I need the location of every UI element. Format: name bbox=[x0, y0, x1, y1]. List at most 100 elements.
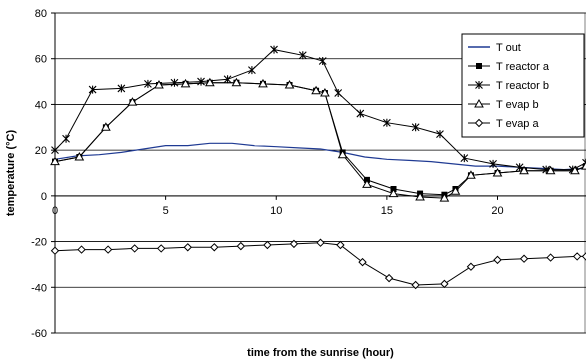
data-point bbox=[101, 122, 111, 131]
data-point bbox=[382, 118, 391, 127]
y-tick-label: 60 bbox=[35, 54, 47, 66]
data-point bbox=[546, 253, 555, 262]
legend-entry: T out bbox=[468, 42, 521, 54]
data-point bbox=[210, 243, 219, 252]
series-4 bbox=[50, 77, 586, 202]
data-point bbox=[205, 77, 215, 87]
data-point bbox=[51, 146, 59, 155]
data-point bbox=[466, 262, 476, 271]
data-point bbox=[450, 186, 461, 195]
data-point bbox=[88, 85, 97, 94]
legend-marker bbox=[476, 63, 482, 69]
data-point bbox=[298, 51, 307, 60]
data-point bbox=[236, 241, 246, 251]
data-point bbox=[154, 79, 164, 89]
data-point bbox=[223, 75, 232, 84]
axes: -60 -40 -20 0 20 40 60 80 0 5 10 15 20 bbox=[31, 8, 586, 340]
y-tick-label: 0 bbox=[41, 191, 47, 203]
data-point bbox=[572, 252, 582, 261]
y-axis-title: temperature (°C) bbox=[5, 130, 17, 217]
data-point bbox=[316, 238, 325, 247]
series-line bbox=[54, 242, 586, 286]
data-point bbox=[440, 279, 449, 289]
data-point bbox=[156, 244, 166, 253]
x-axis-title: time from the sunrise (hour) bbox=[247, 347, 394, 359]
data-point bbox=[415, 191, 425, 201]
legend-label: T reactor b bbox=[496, 80, 549, 92]
legend-label: T out bbox=[496, 42, 521, 54]
legend-marker bbox=[474, 98, 484, 108]
legend-entry: T reactor b bbox=[468, 80, 549, 92]
data-point bbox=[74, 151, 85, 161]
data-point bbox=[263, 240, 272, 250]
data-point bbox=[519, 254, 529, 263]
data-point bbox=[62, 134, 70, 143]
y-tick-label: -20 bbox=[31, 237, 47, 249]
data-point bbox=[117, 84, 126, 93]
data-point bbox=[519, 165, 529, 175]
data-point bbox=[197, 77, 205, 86]
data-point bbox=[103, 245, 113, 254]
data-point bbox=[127, 97, 138, 106]
data-point bbox=[581, 161, 586, 170]
legend-marker bbox=[474, 118, 484, 128]
data-point bbox=[436, 130, 444, 139]
legend-entry: T reactor a bbox=[468, 61, 550, 73]
data-point bbox=[170, 78, 179, 87]
data-point bbox=[489, 159, 497, 168]
legend-label: T reactor a bbox=[496, 61, 550, 73]
data-point bbox=[130, 244, 139, 253]
data-point bbox=[582, 158, 586, 167]
x-tick-label: 20 bbox=[491, 205, 503, 217]
data-point bbox=[270, 45, 278, 54]
data-point bbox=[231, 77, 242, 87]
data-point bbox=[358, 257, 367, 267]
legend-marker bbox=[475, 81, 483, 89]
data-point bbox=[337, 149, 348, 159]
data-point bbox=[50, 156, 60, 166]
series-1 bbox=[54, 142, 586, 171]
x-tick-label: 0 bbox=[52, 205, 58, 217]
data-point bbox=[388, 188, 399, 198]
y-tick-label: -40 bbox=[31, 282, 47, 294]
data-point bbox=[460, 154, 469, 163]
series-line bbox=[54, 142, 586, 171]
data-point bbox=[356, 109, 365, 118]
data-point bbox=[362, 179, 372, 188]
data-point bbox=[466, 170, 476, 179]
data-point bbox=[320, 87, 330, 97]
data-point bbox=[581, 252, 586, 261]
data-point bbox=[439, 193, 450, 202]
data-point bbox=[248, 66, 256, 75]
data-point bbox=[258, 78, 268, 88]
y-tick-label: 80 bbox=[35, 8, 47, 20]
legend-label: T evap a bbox=[496, 118, 539, 130]
data-point bbox=[289, 239, 299, 249]
data-point bbox=[318, 57, 327, 65]
series-5 bbox=[50, 238, 586, 290]
data-point bbox=[545, 165, 556, 175]
data-point bbox=[334, 89, 343, 97]
y-tick-label: -60 bbox=[31, 328, 47, 340]
data-point bbox=[411, 123, 420, 132]
data-point bbox=[284, 79, 295, 89]
y-tick-label: 40 bbox=[35, 99, 47, 111]
data-point bbox=[50, 246, 60, 255]
data-point bbox=[180, 78, 191, 88]
data-point bbox=[77, 245, 86, 254]
data-point bbox=[311, 85, 321, 95]
data-point bbox=[336, 240, 345, 250]
x-tick-label: 10 bbox=[270, 205, 282, 217]
data-point bbox=[144, 79, 152, 88]
legend: T out T reactor a T reactor b T evap b T eva… bbox=[461, 33, 585, 138]
legend-label: T evap b bbox=[496, 99, 539, 111]
data-point bbox=[570, 165, 580, 175]
y-tick-label: 20 bbox=[35, 145, 47, 157]
x-tick-label: 5 bbox=[163, 205, 169, 217]
data-point bbox=[493, 255, 502, 265]
x-tick-label: 15 bbox=[381, 205, 393, 217]
data-point bbox=[492, 167, 503, 177]
data-point bbox=[411, 280, 420, 290]
legend-entry: T evap a bbox=[468, 118, 539, 130]
